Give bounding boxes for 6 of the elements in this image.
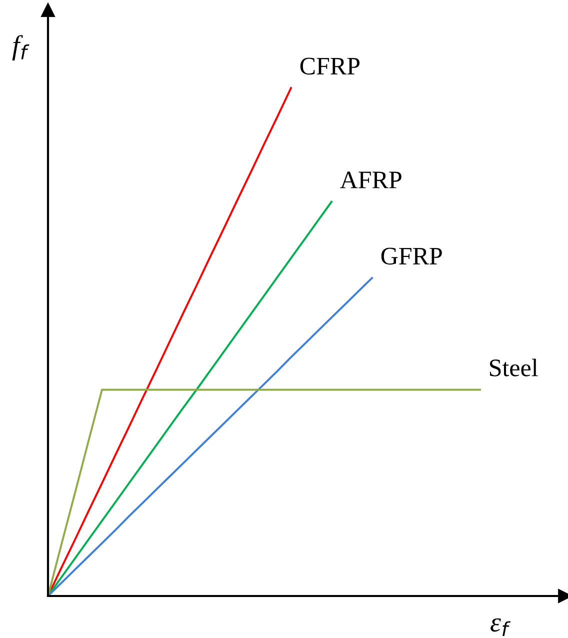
- series-label: AFRP: [340, 172, 402, 188]
- series-label: GFRP: [381, 248, 442, 265]
- series-label: CFRP: [300, 58, 360, 75]
- y-axis-title: f$_{f}$: [12, 35, 30, 61]
- x-axis-title: ε$_{f}$: [490, 618, 511, 636]
- series-label: Steel: [490, 358, 538, 376]
